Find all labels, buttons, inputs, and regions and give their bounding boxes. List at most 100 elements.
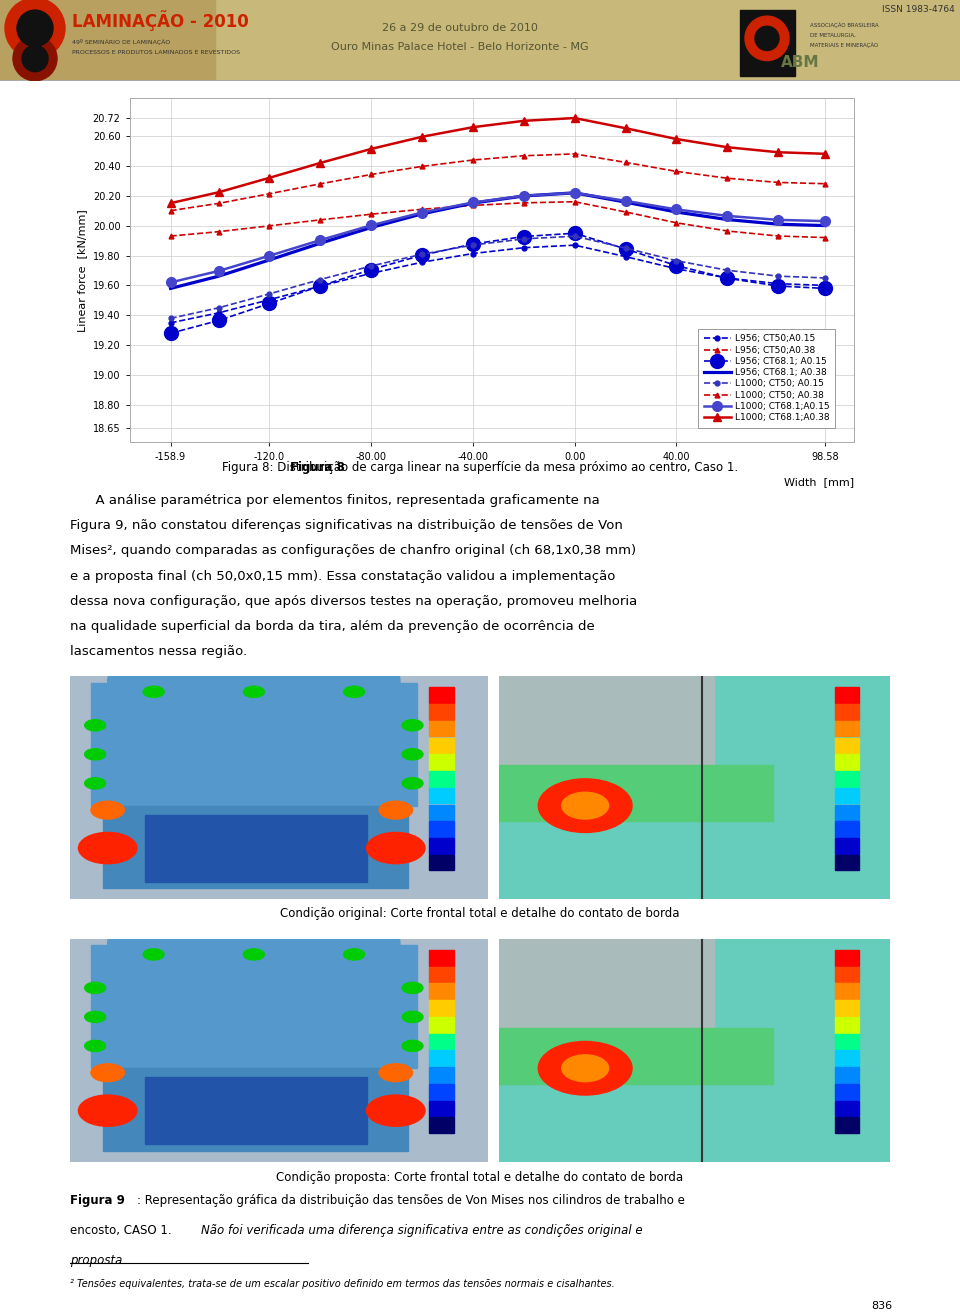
Line: L1000; CT68.1;A0.38: L1000; CT68.1;A0.38 [166,114,829,207]
Circle shape [108,605,400,762]
Circle shape [108,868,400,1024]
Bar [429,788,454,804]
Bar [429,1067,454,1083]
Bar [835,1033,858,1049]
L1000; CT50; A0.38 [315,176,326,192]
Bar [835,822,858,836]
Line: L956; CT50;A0.38: L956; CT50;A0.38 [168,200,828,240]
Text: A análise paramétrica por elementos finitos, representada graficamente na: A análise paramétrica por elementos fini… [70,494,600,507]
L956; CT68.1; A0.15 [620,242,632,257]
Bar [429,754,454,769]
L956; CT68.1; A0.38 [417,206,428,222]
L956; CT50;A0.38 [620,204,632,219]
Circle shape [402,982,423,994]
Circle shape [143,687,164,697]
L956; CT50;A0.38 [165,228,177,244]
Bar [429,1117,454,1133]
L1000; CT68.1;A0.38 [671,131,683,147]
L1000; CT68.1;A0.38 [569,110,581,126]
L1000; CT50; A0.15 [417,247,428,263]
L1000; CT68.1;A0.15 [315,232,326,248]
L956; CT68.1; A0.38 [468,196,479,211]
L956; CT50;A0.15 [417,255,428,270]
L956; CT50;A0.15 [165,315,177,331]
L956; CT68.1; A0.15 [518,228,530,244]
Circle shape [539,779,632,832]
L956; CT50;A0.15 [569,238,581,253]
L956; CT68.1; A0.38 [264,252,276,268]
L1000; CT50; A0.38 [213,196,225,211]
L1000; CT50; A0.15 [820,270,831,286]
Circle shape [79,1095,137,1127]
L1000; CT68.1;A0.38 [264,169,276,185]
L1000; CT50; A0.15 [620,240,632,256]
L1000; CT50; A0.38 [773,175,784,190]
Bar [730,0,960,80]
L1000; CT68.1;A0.38 [468,119,479,135]
Bar [91,683,417,806]
Circle shape [402,720,423,731]
Line: L1000; CT50; A0.38: L1000; CT50; A0.38 [168,151,828,213]
Circle shape [13,37,57,80]
L1000; CT50; A0.15 [366,259,377,274]
L1000; CT68.1;A0.38 [773,144,784,160]
Text: 49º SEMINÁRIO DE LAMINAÇÃO: 49º SEMINÁRIO DE LAMINAÇÃO [72,39,170,46]
L956; CT50;A0.38 [213,223,225,239]
L1000; CT50; A0.38 [264,186,276,202]
Line: L956; CT50;A0.15: L956; CT50;A0.15 [168,243,828,326]
Bar [835,805,858,821]
Bar [104,1069,408,1150]
Text: ² Tensões equivalentes, trata-se de um escalar positivo definido em termos das t: ² Tensões equivalentes, trata-se de um e… [70,1279,614,1288]
L1000; CT50; A0.15 [165,310,177,326]
Text: Figura 8: Figura 8 [291,461,346,474]
Bar [835,738,858,754]
L956; CT68.1; A0.15 [722,270,733,286]
L956; CT68.1; A0.15 [417,247,428,263]
Circle shape [244,949,264,960]
Circle shape [84,982,106,994]
Line: L956; CT68.1; A0.38: L956; CT68.1; A0.38 [171,193,826,289]
L1000; CT68.1;A0.15 [264,248,276,264]
Bar [835,966,858,982]
L1000; CT50; A0.15 [213,299,225,315]
Bar [429,771,454,786]
Circle shape [17,11,53,46]
Bar [429,966,454,982]
Circle shape [402,777,423,789]
L1000; CT50; A0.38 [165,202,177,218]
L956; CT68.1; A0.15 [264,295,276,311]
L956; CT50;A0.15 [722,270,733,286]
L1000; CT68.1;A0.38 [366,140,377,156]
Bar [499,939,714,1040]
L956; CT50;A0.38 [366,206,377,222]
Bar [429,704,454,720]
Circle shape [5,0,65,59]
Circle shape [562,792,609,819]
L956; CT68.1; A0.15 [468,236,479,252]
L1000; CT68.1;A0.15 [213,263,225,278]
L956; CT50;A0.15 [620,248,632,264]
Circle shape [367,1095,425,1127]
L956; CT68.1; A0.15 [213,312,225,328]
L956; CT68.1; A0.38 [315,235,326,251]
Bar [104,806,408,888]
L956; CT68.1; A0.15 [165,326,177,341]
L1000; CT68.1;A0.38 [165,196,177,211]
Bar [835,1001,858,1016]
Bar [835,838,858,853]
Bar [429,838,454,853]
Bar [429,1083,454,1099]
Bar [145,1077,367,1144]
L956; CT68.1; A0.38 [165,281,177,297]
L956; CT68.1; A0.38 [820,218,831,234]
Bar [429,688,454,702]
Bar [499,765,773,822]
Bar [835,951,858,965]
L956; CT68.1; A0.38 [671,205,683,221]
Text: Figura 8: Distribuição de carga linear na superfície da mesa próximo ao centro, : Figura 8: Distribuição de carga linear n… [222,461,738,474]
Text: Width  [mm]: Width [mm] [784,477,854,487]
Bar [499,1028,773,1085]
L956; CT50;A0.15 [315,278,326,294]
L1000; CT50; A0.15 [569,228,581,244]
Line: L1000; CT68.1;A0.15: L1000; CT68.1;A0.15 [166,188,830,288]
